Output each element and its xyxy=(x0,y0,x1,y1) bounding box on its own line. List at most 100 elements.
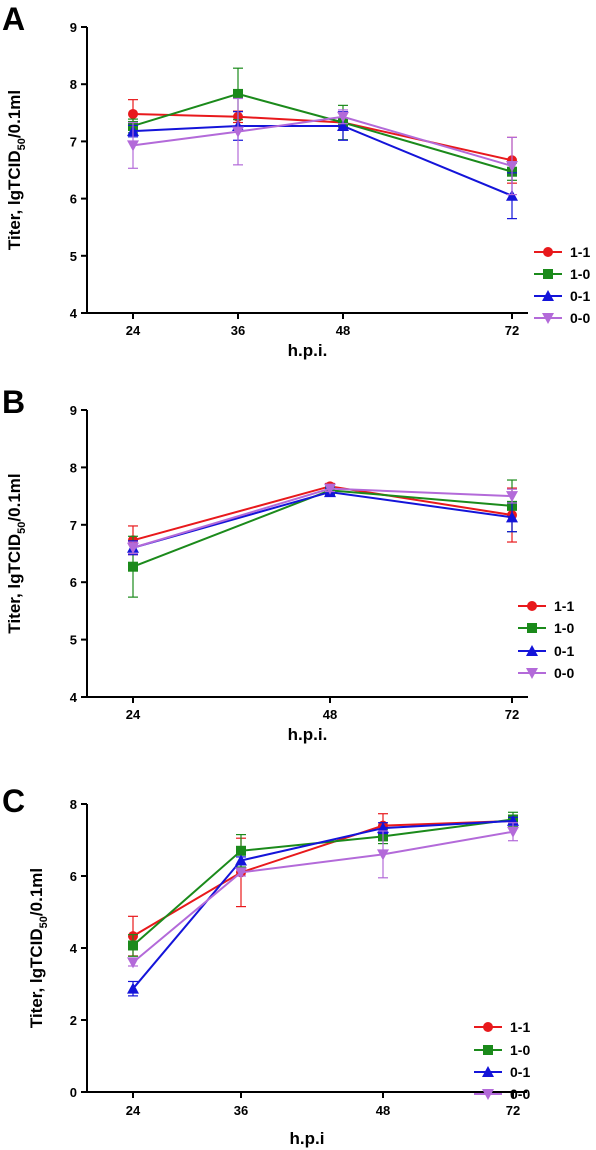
data-point xyxy=(128,108,138,119)
data-point xyxy=(127,982,139,994)
y-tick-label: 2 xyxy=(70,1013,77,1028)
x-tick-label: 72 xyxy=(506,1103,520,1118)
legend-item-1-0: 1-0 xyxy=(474,1042,530,1058)
legend-label: 1-1 xyxy=(570,244,590,260)
data-point xyxy=(506,511,518,523)
legend-marker xyxy=(526,668,538,679)
x-tick-label: 48 xyxy=(376,1103,390,1118)
legend-label: 0-0 xyxy=(554,665,574,681)
legend-label: 1-0 xyxy=(554,620,574,636)
legend-label: 0-0 xyxy=(510,1086,530,1102)
legend-label: 1-1 xyxy=(510,1019,530,1035)
legend-label: 1-0 xyxy=(510,1042,530,1058)
panel-label: A xyxy=(2,1,25,37)
y-tick-label: 9 xyxy=(70,403,77,418)
x-axis-title: h.p.i. xyxy=(288,341,328,360)
legend-item-1-1: 1-1 xyxy=(534,244,590,260)
y-tick-label: 4 xyxy=(70,690,78,705)
data-point xyxy=(127,957,139,969)
data-point xyxy=(232,126,244,138)
chart-panel-a: A 4 5 6 7 8 9 24 36 48 72 h.p.i. Titer, lgTCID50/0.1… xyxy=(2,1,590,360)
chart-panel-b: B 4 5 6 7 8 9 24 48 72 h.p.i. Titer, lgTCID50/0.1ml… xyxy=(2,384,574,744)
x-tick-label: 36 xyxy=(231,323,245,338)
data-point xyxy=(235,854,247,866)
data-point xyxy=(506,160,518,172)
legend-item-1-1: 1-1 xyxy=(474,1019,530,1035)
data-point xyxy=(128,940,138,951)
y-tick-label: 8 xyxy=(70,797,77,812)
series-line xyxy=(132,819,514,990)
data-point xyxy=(377,849,389,861)
legend-marker xyxy=(542,290,554,301)
y-axis-title: Titer, lgTCID50/0.1ml xyxy=(27,868,50,1028)
y-tick-label: 6 xyxy=(70,575,77,590)
legend-item-1-0: 1-0 xyxy=(518,620,574,636)
legend-label: 1-1 xyxy=(554,598,574,614)
legend-marker xyxy=(527,601,537,611)
series-line xyxy=(132,487,513,549)
y-tick-label: 4 xyxy=(70,306,78,321)
y-tick-label: 9 xyxy=(70,20,77,35)
legend-marker xyxy=(526,645,538,656)
legend-item-0-1: 0-1 xyxy=(518,643,574,659)
x-tick-label: 24 xyxy=(126,1103,141,1118)
data-point xyxy=(507,826,519,838)
series-0-1 xyxy=(127,486,518,556)
x-tick-label: 72 xyxy=(505,323,519,338)
y-tick-label: 7 xyxy=(70,518,77,533)
series-line xyxy=(132,819,514,937)
legend-label: 0-0 xyxy=(570,310,590,326)
y-axis-title: Titer, lgTCID50/0.1ml xyxy=(5,90,28,250)
series-0-0 xyxy=(127,822,519,969)
y-tick-label: 5 xyxy=(70,633,77,648)
series-1-0 xyxy=(128,67,517,181)
series-line xyxy=(132,124,513,197)
legend-marker xyxy=(543,247,553,257)
y-tick-label: 8 xyxy=(70,460,77,475)
series-line xyxy=(132,830,514,964)
x-axis-title: h.p.i xyxy=(290,1129,325,1148)
data-point xyxy=(128,561,138,572)
x-axis-title: h.p.i. xyxy=(288,725,328,744)
series-0-0 xyxy=(127,483,518,555)
data-point xyxy=(233,88,243,99)
legend-label: 1-0 xyxy=(570,266,590,282)
legend-item-0-1: 0-1 xyxy=(474,1064,530,1080)
x-tick-label: 24 xyxy=(126,707,141,722)
series-line xyxy=(132,92,513,173)
legend-item-0-0: 0-0 xyxy=(474,1086,530,1102)
series-1-1 xyxy=(128,813,518,957)
y-tick-label: 8 xyxy=(70,77,77,92)
legend-item-1-1: 1-1 xyxy=(518,598,574,614)
series-0-1 xyxy=(127,111,518,220)
series-0-1 xyxy=(127,814,519,997)
data-point xyxy=(506,491,518,503)
data-point xyxy=(236,845,246,856)
y-axis-title: Titer, lgTCID50/0.1ml xyxy=(5,473,28,633)
panel-label: C xyxy=(2,783,25,819)
series-0-0 xyxy=(127,97,518,196)
legend-label: 0-1 xyxy=(510,1064,530,1080)
y-tick-label: 6 xyxy=(70,869,77,884)
x-tick-label: 36 xyxy=(234,1103,248,1118)
legend-item-1-0: 1-0 xyxy=(534,266,590,282)
x-tick-label: 72 xyxy=(505,707,519,722)
data-point xyxy=(506,189,518,201)
y-tick-label: 4 xyxy=(70,941,78,956)
legend-item-0-1: 0-1 xyxy=(534,288,590,304)
data-point xyxy=(337,119,349,131)
legend-marker xyxy=(482,1066,494,1077)
panel-label: B xyxy=(2,384,25,420)
legend-label: 0-1 xyxy=(554,643,574,659)
legend-item-0-0: 0-0 xyxy=(534,310,590,326)
y-tick-label: 5 xyxy=(70,249,77,264)
data-point xyxy=(127,542,139,554)
x-tick-label: 48 xyxy=(323,707,337,722)
data-point xyxy=(324,483,336,495)
data-point xyxy=(127,140,139,152)
data-point xyxy=(337,111,349,123)
legend-label: 0-1 xyxy=(570,288,590,304)
x-tick-label: 48 xyxy=(336,323,350,338)
